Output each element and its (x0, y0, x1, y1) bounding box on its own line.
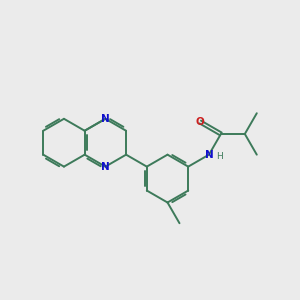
Text: O: O (196, 117, 205, 127)
Text: N: N (205, 150, 213, 160)
Text: N: N (101, 114, 110, 124)
Text: H: H (216, 152, 223, 160)
Text: N: N (101, 162, 110, 172)
